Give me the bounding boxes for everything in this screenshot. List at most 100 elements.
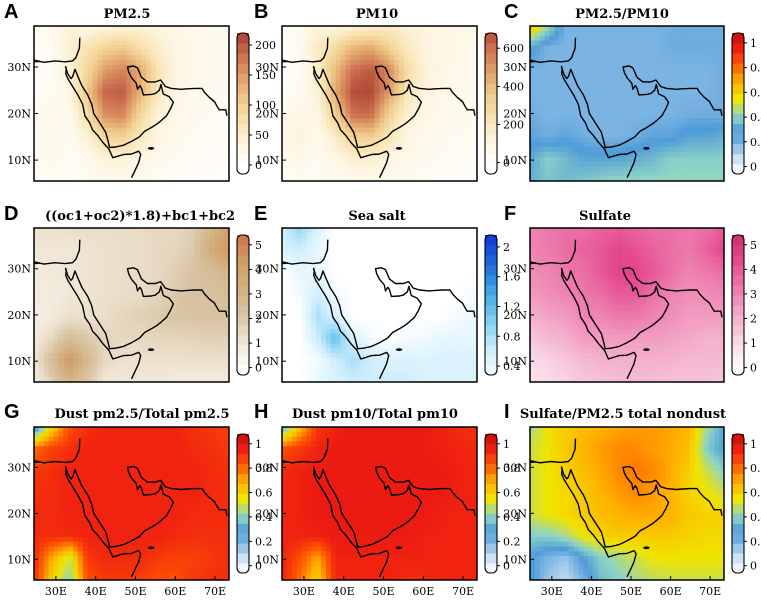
heatmap-cell [563,64,570,71]
heatmap-cell [559,26,565,32]
heatmap-cell [709,171,715,177]
heatmap-cell [204,329,211,335]
heatmap-cell [549,108,555,114]
heatmap-cell [568,151,575,158]
heatmap-cell [199,338,206,345]
heatmap-cell [165,55,172,61]
heatmap-cell [286,98,293,105]
heatmap-cell [389,122,395,129]
heatmap-cell [136,103,142,109]
heatmap-cell [680,176,686,181]
heatmap-cell [97,309,103,316]
heatmap-cell [282,127,288,134]
heatmap-cell [146,256,152,263]
heatmap-cell [665,64,672,71]
heatmap-cell [714,50,720,56]
heatmap-cell [350,171,356,177]
heatmap-cell [141,142,147,148]
heatmap-cell [680,30,686,37]
heatmap-cell [116,300,123,306]
heatmap-cell [282,45,288,51]
heatmap-cell [141,118,147,124]
heatmap-cell [155,166,162,172]
heatmap-cell [116,247,123,253]
heatmap-cell [597,69,604,76]
heatmap-cell [573,122,580,129]
heatmap-cell [155,266,162,272]
heatmap-cell [467,74,473,80]
heatmap-cell [675,69,681,76]
heatmap-cell [58,300,64,306]
heatmap-cell [360,142,366,148]
heatmap-cell [418,137,424,143]
heatmap-cell [209,338,215,345]
heatmap-cell [131,45,137,51]
heatmap-cell [214,276,220,282]
heatmap-cell [612,88,618,95]
heatmap-cell [301,147,307,153]
heatmap-cell [34,176,40,181]
heatmap-cell [116,166,123,172]
heatmap-cell [126,98,133,105]
heatmap-cell [418,118,424,124]
heatmap-cell [559,45,565,51]
heatmap-cell [224,271,229,277]
heatmap-cell [204,88,211,95]
heatmap-cell [63,156,69,163]
heatmap-cell [694,93,701,100]
heatmap-cell [360,166,366,172]
heatmap-cell [369,161,376,168]
heatmap-cell [180,228,186,234]
heatmap-cell [175,74,181,80]
heatmap-cell [690,50,696,56]
heatmap-cell [651,176,657,181]
heatmap-cell [34,59,40,66]
heatmap-cell [194,127,201,134]
heatmap-cell [675,84,681,90]
heatmap-cell [457,118,463,124]
heatmap-cell [311,26,317,32]
heatmap-cell [568,108,575,114]
heatmap-cell [568,93,575,100]
heatmap-cell [384,127,390,134]
heatmap-cell [58,232,64,239]
heatmap-cell [704,176,711,181]
heatmap-cell [670,132,677,138]
heatmap-cell [53,247,59,253]
heatmap-cell [467,142,473,148]
heatmap-cell [92,132,98,138]
heatmap-cell [636,122,643,129]
heatmap-cell [214,232,220,239]
heatmap-cell [214,142,220,148]
heatmap-cell [121,166,128,172]
heatmap-cell [690,30,696,37]
heatmap-cell [675,26,681,32]
heatmap-cell [209,242,215,248]
heatmap-cell [549,45,555,51]
heatmap-cell [573,113,580,119]
heatmap-cell [121,88,128,95]
heatmap-cell [355,55,361,61]
heatmap-cell [413,50,420,56]
heatmap-cell [160,324,167,330]
heatmap-cell [690,166,696,172]
heatmap-cell [539,122,546,129]
heatmap-cell [665,171,672,177]
heatmap-cell [704,55,711,61]
heatmap-cell [68,343,74,349]
heatmap-cell [185,252,191,258]
heatmap-cell [48,30,55,37]
heatmap-cell [660,156,667,163]
heatmap-cell [58,98,64,105]
heatmap-cell [311,30,317,37]
heatmap-cell [403,108,410,114]
heatmap-cell [107,40,113,46]
heatmap-cell [224,300,229,306]
heatmap-cell [136,232,142,239]
heatmap-cell [350,103,356,109]
heatmap-cell [433,103,439,109]
heatmap-cell [360,118,366,124]
heatmap-cell [204,74,211,80]
heatmap-cell [38,161,45,168]
heatmap-cell [680,137,686,143]
